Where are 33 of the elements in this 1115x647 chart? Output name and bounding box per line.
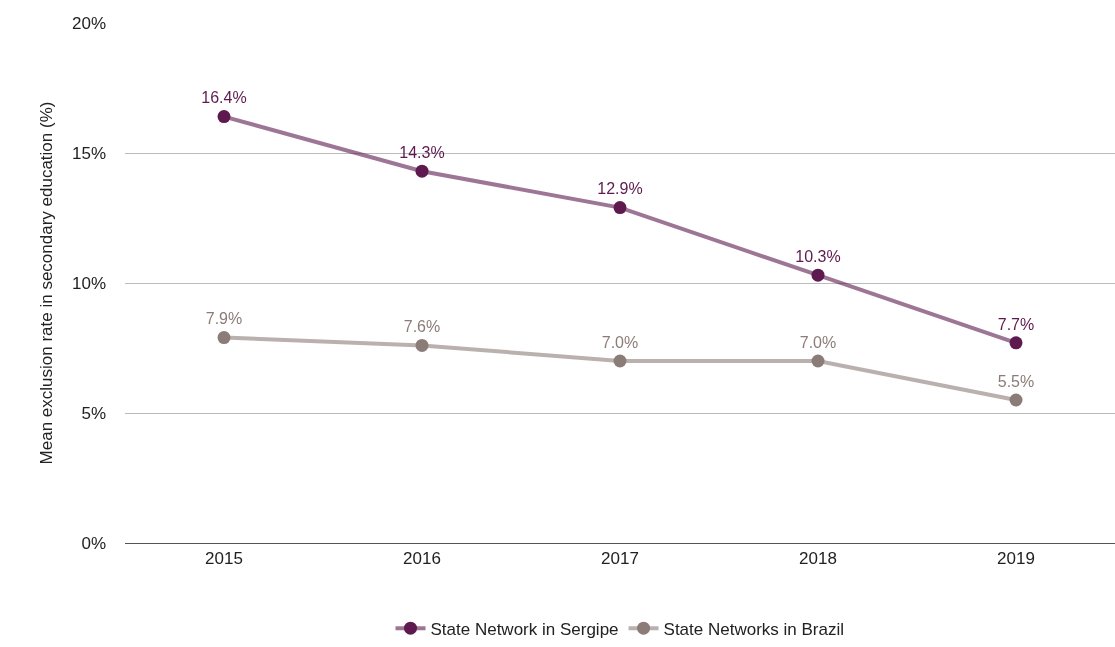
data-label: 7.7%: [997, 315, 1035, 333]
y-tick-label: 0%: [81, 533, 106, 553]
y-tick-label: 10%: [71, 273, 106, 293]
data-label: 7.9%: [205, 310, 243, 328]
data-label: 7.0%: [601, 333, 639, 351]
x-tick-label: 2016: [403, 549, 441, 569]
point: [217, 331, 231, 345]
point: [415, 164, 429, 178]
data-label: 10.3%: [795, 248, 841, 266]
data-label: 5.5%: [997, 372, 1035, 390]
y-axis-title: Mean exclusion rate in secondary education (%): [36, 101, 56, 465]
point: [811, 354, 825, 368]
data-label: 7.6%: [403, 318, 441, 336]
y-tick-label: 15%: [71, 143, 106, 163]
y-tick-label: 5%: [81, 403, 106, 423]
point: [811, 268, 825, 282]
legend-label: State Networks in Brazil: [663, 619, 844, 639]
y-tick-label: 20%: [71, 13, 106, 33]
x-tick-label: 2019: [997, 549, 1035, 569]
data-label: 14.3%: [399, 144, 445, 162]
data-label: 7.0%: [799, 333, 837, 351]
point: [613, 201, 627, 215]
point: [217, 110, 231, 124]
point: [415, 338, 429, 352]
legend-label: State Network in Sergipe: [430, 619, 619, 639]
data-label: 16.4%: [201, 89, 247, 107]
data-label: 12.9%: [597, 180, 643, 198]
x-tick-label: 2017: [601, 549, 639, 569]
point: [1009, 336, 1023, 350]
point: [1009, 393, 1023, 407]
point: [613, 354, 627, 368]
x-tick-label: 2018: [799, 549, 837, 569]
x-tick-label: 2015: [205, 549, 243, 569]
